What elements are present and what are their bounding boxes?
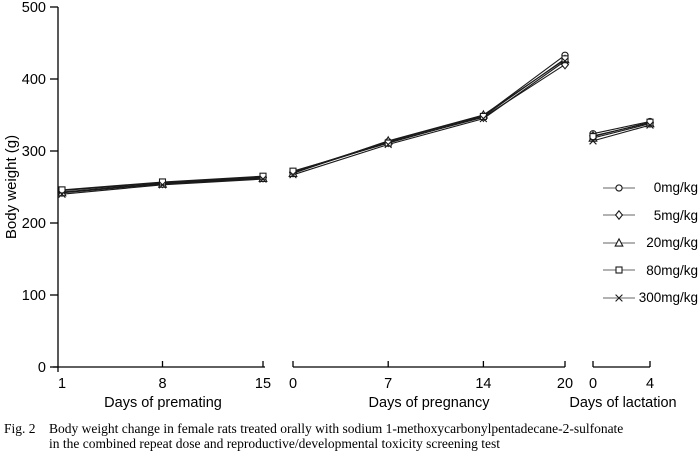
legend-circle-marker-icon <box>603 184 635 192</box>
line-20mgkg <box>592 123 651 139</box>
x-tick-label: 1 <box>58 376 66 392</box>
y-tick-label: 300 <box>22 144 46 160</box>
legend-label: 5mg/kg <box>653 207 698 223</box>
chart-legend: 0mg/kg 5mg/kg 20mg/kg 80mg/kg 300mg/kg <box>596 174 698 312</box>
line-80mgkg <box>292 58 566 172</box>
square-marker-icon <box>479 112 487 120</box>
x-tick-label: 15 <box>255 376 271 392</box>
x-tick-label: 4 <box>646 376 654 392</box>
y-tick-label: 400 <box>22 72 46 88</box>
x-tick-label: 0 <box>289 376 297 392</box>
y-tick-label: 100 <box>22 288 46 304</box>
x-marker-icon <box>615 293 623 302</box>
x-marker-icon <box>289 170 297 179</box>
legend-label: 0mg/kg <box>653 180 698 196</box>
figure-caption: Fig. 2 Body weight change in female rats… <box>0 421 699 451</box>
series-markers <box>57 51 655 198</box>
caption-text: Body weight change in female rats treate… <box>49 421 699 451</box>
series-lines <box>61 54 651 195</box>
legend-item-0mgkg: 0mg/kg <box>596 174 698 202</box>
x-marker-icon <box>479 114 488 123</box>
line-300mgkg <box>592 124 651 142</box>
line-0mgkg <box>592 120 651 135</box>
y-axis: 0 100 200 300 400 500 Body weight (g) <box>3 0 59 376</box>
triangle-marker-icon <box>614 237 624 247</box>
x-axis-days-of-lactation: 0 4 Days of lactation <box>569 361 677 411</box>
x-marker-icon <box>259 175 267 183</box>
legend-x-marker-icon <box>603 293 635 302</box>
line-300mgkg <box>292 60 566 176</box>
x-marker-icon <box>561 57 569 65</box>
legend-label: 80mg/kg <box>646 262 698 278</box>
line-5mgkg <box>292 64 566 174</box>
y-tick-label: 200 <box>22 216 46 232</box>
legend-square-marker-icon <box>603 266 635 274</box>
legend-item-20mgkg: 20mg/kg <box>596 229 698 257</box>
square-marker-icon <box>589 133 597 141</box>
x-axis-title-days-of-pregnancy: Days of pregnancy <box>369 395 491 411</box>
square-marker-icon <box>158 178 167 186</box>
line-20mgkg <box>292 59 566 174</box>
caption-line-2: in the combined repeat dose and reproduc… <box>49 436 500 451</box>
figure-number: Fig. 2 <box>4 421 36 436</box>
legend-diamond-marker-icon <box>603 210 635 221</box>
caption-line-1: Body weight change in female rats treate… <box>49 421 624 436</box>
y-tick-label: 0 <box>38 360 46 376</box>
legend-triangle-marker-icon <box>603 237 635 247</box>
legend-item-80mgkg: 80mg/kg <box>596 257 698 285</box>
x-axis-title-days-of-lactation: Days of lactation <box>569 395 676 411</box>
square-marker-icon <box>615 266 623 274</box>
x-marker-icon <box>646 121 654 129</box>
legend-item-300mgkg: 300mg/kg <box>596 284 698 312</box>
x-marker-icon <box>58 190 66 198</box>
square-marker-icon <box>58 186 66 194</box>
line-80mgkg <box>592 121 651 138</box>
x-marker-icon <box>158 181 167 189</box>
x-tick-label: 20 <box>557 376 573 392</box>
square-marker-icon <box>384 139 392 147</box>
legend-label: 300mg/kg <box>638 290 698 306</box>
legend-label: 20mg/kg <box>646 235 698 251</box>
x-marker-icon <box>384 140 392 149</box>
x-tick-label: 8 <box>158 376 166 392</box>
square-marker-icon <box>259 172 267 180</box>
x-axis-days-of-pregnancy: 0 7 14 20 Days of pregnancy <box>289 361 573 411</box>
square-marker-icon <box>561 55 569 63</box>
x-axis-title-days-of-premating: Days of premating <box>104 395 222 411</box>
line-0mgkg <box>292 54 566 173</box>
x-marker-icon <box>589 137 597 145</box>
circle-marker-icon <box>615 184 623 192</box>
x-tick-label: 7 <box>384 376 392 392</box>
square-marker-icon <box>646 118 654 126</box>
x-axis-days-of-premating: 1 8 15 Days of premating <box>53 361 271 411</box>
x-tick-label: 0 <box>589 376 597 392</box>
diamond-marker-icon <box>614 210 624 221</box>
y-tick-label: 500 <box>22 0 46 16</box>
x-tick-label: 14 <box>475 376 491 392</box>
y-axis-title: Body weight (g) <box>3 135 20 239</box>
legend-item-5mgkg: 5mg/kg <box>596 202 698 230</box>
